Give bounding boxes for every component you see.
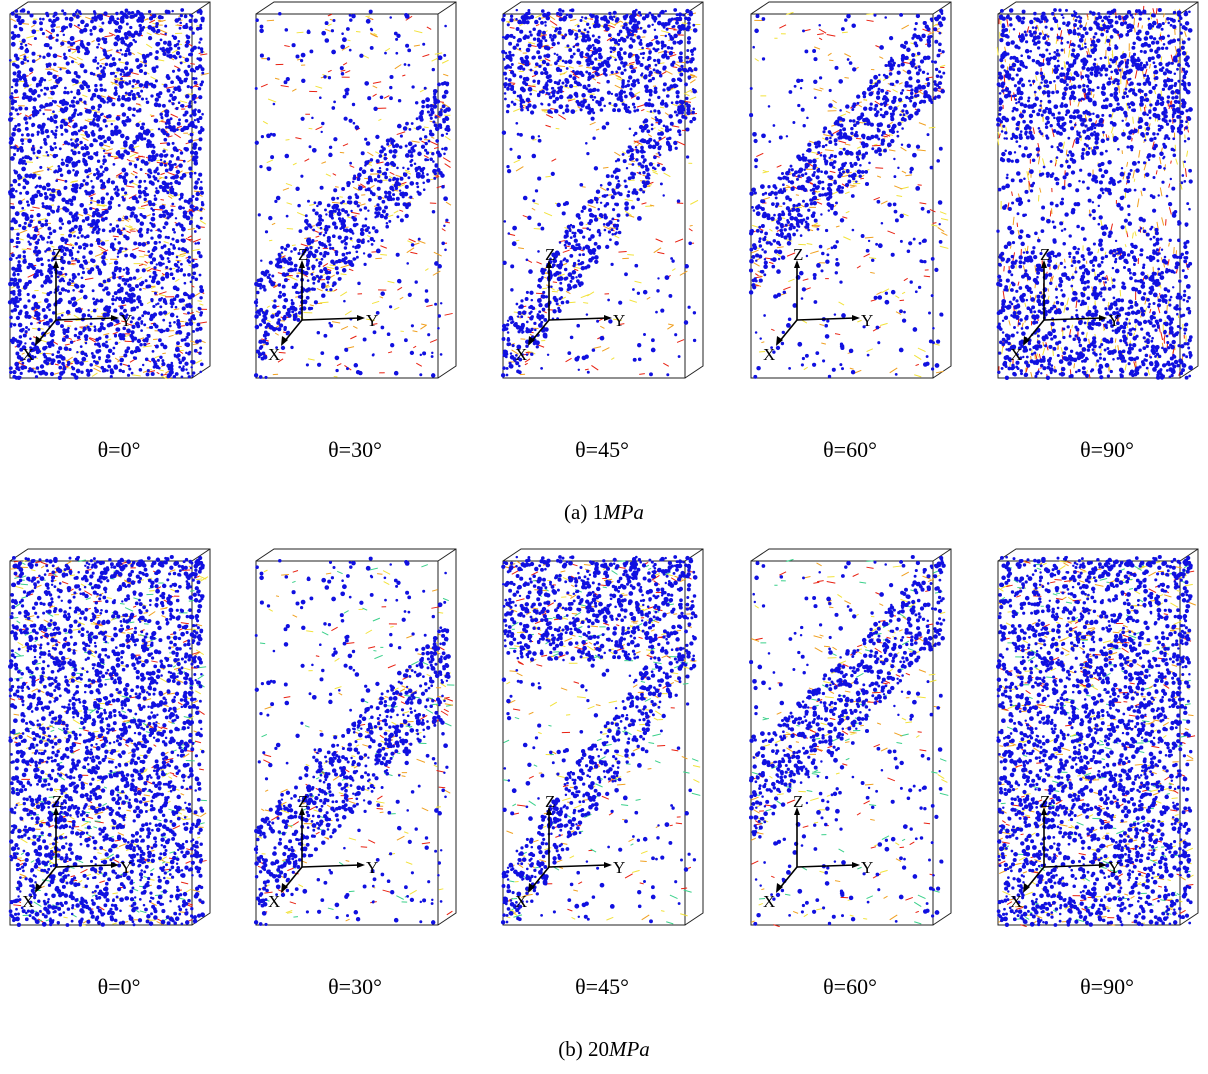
panel-b-3: Z Y X [497, 547, 707, 927]
panel-a-3: Z Y X [497, 0, 707, 380]
specimen-plot: Z Y X [500, 548, 704, 926]
axis-label-y: Y [120, 858, 132, 877]
particle-layer [748, 554, 946, 926]
axis-label-x: X [268, 345, 280, 364]
axis-label-y: Y [366, 311, 378, 330]
axis-triad [1023, 260, 1107, 346]
axis-label-z: Z [793, 245, 803, 264]
axis-label-y: Y [613, 311, 625, 330]
particle-layer [7, 8, 205, 380]
axis-label-y: Y [120, 311, 132, 330]
axis-label-z: Z [52, 792, 62, 811]
panel-b-2: Z Y X [250, 547, 460, 927]
particle-layer [8, 554, 205, 927]
theta-label: θ=0° [14, 437, 224, 463]
specimen-plot: Z Y X [500, 1, 704, 379]
specimen-box [997, 1, 1199, 379]
axis-label-z: Z [545, 245, 555, 264]
panel-a-1: Z Y X [4, 0, 214, 380]
particle-layer [253, 9, 451, 379]
axis-label-x: X [1010, 345, 1022, 364]
panel-b-4: Z Y X [745, 547, 955, 927]
axis-label-x: X [515, 892, 527, 911]
caption-a: (a) 1MPa [0, 500, 1208, 525]
axis-label-x: X [22, 345, 34, 364]
specimen-box [255, 548, 457, 926]
theta-label: θ=0° [14, 974, 224, 1000]
specimen-box [255, 1, 457, 379]
axis-label-y: Y [1108, 311, 1120, 330]
axis-label-x: X [763, 345, 775, 364]
particle-layer [500, 8, 698, 378]
crack-layer [502, 560, 701, 925]
axis-triad [281, 260, 365, 346]
axis-triad [1023, 807, 1107, 893]
specimen-box [502, 548, 704, 926]
caption-value: 1 [593, 500, 604, 524]
theta-label: θ=60° [745, 437, 955, 463]
axis-triad [281, 807, 365, 893]
theta-label: θ=60° [745, 974, 955, 1000]
panel-a-4: Z Y X [745, 0, 955, 380]
specimen-box [750, 548, 952, 926]
panel-a-5: Z Y X [992, 0, 1202, 380]
axis-label-y: Y [861, 311, 873, 330]
caption-label: (a) [564, 500, 587, 524]
axis-label-y: Y [1108, 858, 1120, 877]
theta-label: θ=30° [250, 437, 460, 463]
crack-layer [506, 12, 701, 376]
particle-layer [500, 555, 698, 925]
axis-label-y: Y [613, 858, 625, 877]
particle-layer [253, 556, 451, 926]
caption-b: (b) 20MPa [0, 1037, 1208, 1062]
caption-unit: MPa [609, 1037, 650, 1061]
specimen-plot: Z Y X [7, 1, 211, 380]
panel-a-2: Z Y X [250, 0, 460, 380]
specimen-plot: Z Y X [748, 1, 952, 379]
panel-b-1: Z Y X [4, 547, 214, 927]
axis-triad [35, 260, 119, 346]
specimen-plot: Z Y X [996, 1, 1199, 380]
axis-label-x: X [763, 892, 775, 911]
axis-label-z: Z [793, 792, 803, 811]
axis-label-z: Z [298, 792, 308, 811]
caption-label: (b) [558, 1037, 583, 1061]
particle-layer [748, 8, 946, 379]
axis-label-z: Z [1040, 245, 1050, 264]
axis-label-y: Y [861, 858, 873, 877]
axis-label-x: X [22, 892, 34, 911]
specimen-plot: Z Y X [748, 548, 952, 927]
caption-unit: MPa [603, 500, 644, 524]
axis-label-y: Y [366, 858, 378, 877]
axis-label-x: X [268, 892, 280, 911]
axis-label-x: X [1010, 892, 1022, 911]
specimen-plot: Z Y X [8, 548, 211, 927]
specimen-plot: Z Y X [253, 1, 457, 379]
axis-triad [776, 807, 860, 893]
theta-label: θ=45° [497, 974, 707, 1000]
specimen-plot: Z Y X [253, 548, 457, 926]
theta-label: θ=30° [250, 974, 460, 1000]
axis-label-z: Z [298, 245, 308, 264]
axis-label-x: X [515, 345, 527, 364]
axis-label-z: Z [1040, 792, 1050, 811]
specimen-plot: Z Y X [996, 548, 1199, 927]
axis-triad [35, 807, 119, 893]
axis-triad [528, 807, 612, 893]
axis-triad [776, 260, 860, 346]
axis-triad [528, 260, 612, 346]
theta-label: θ=90° [1002, 437, 1208, 463]
theta-label: θ=90° [1002, 974, 1208, 1000]
crack-layer [257, 13, 453, 378]
particle-layer [996, 7, 1193, 380]
axis-label-z: Z [52, 245, 62, 264]
specimen-box [750, 1, 952, 379]
caption-value: 20 [588, 1037, 609, 1061]
axis-label-z: Z [545, 792, 555, 811]
panel-b-5: Z Y X [992, 547, 1202, 927]
particle-layer [996, 554, 1193, 927]
theta-label: θ=45° [497, 437, 707, 463]
